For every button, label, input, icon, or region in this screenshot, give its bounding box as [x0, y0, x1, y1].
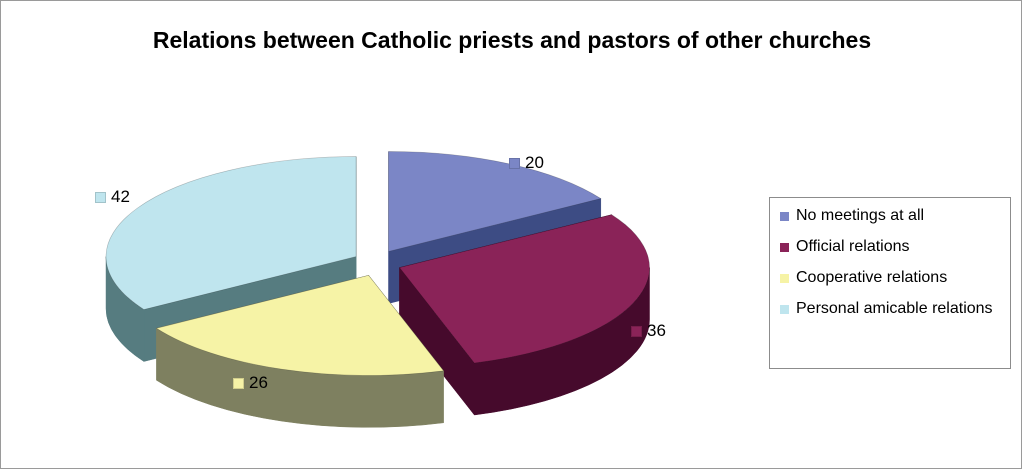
data-label-swatch — [631, 325, 642, 337]
legend-label-cooperative: Cooperative relations — [796, 269, 948, 286]
data-label-cooperative: 26 — [233, 373, 268, 393]
pie-slice-top-official — [398, 214, 650, 364]
pie-slice-official — [398, 214, 650, 416]
legend-item-official: Official relations — [780, 237, 1004, 257]
data-label-value: 26 — [249, 373, 268, 392]
chart-title: Relations between Catholic priests and p… — [152, 27, 872, 53]
legend-swatch-no-meetings — [780, 212, 789, 221]
data-label-no-meetings: 20 — [509, 153, 544, 173]
legend-item-cooperative: Cooperative relations — [780, 268, 1004, 288]
legend-label-no-meetings: No meetings at all — [796, 207, 925, 224]
data-label-swatch — [95, 191, 106, 203]
legend-swatch-cooperative — [780, 274, 789, 283]
legend: No meetings at all Official relations Co… — [769, 197, 1011, 369]
data-label-personal: 42 — [95, 187, 130, 207]
pie-slice-cooperative — [155, 274, 445, 428]
data-label-value: 20 — [525, 153, 544, 172]
legend-item-no-meetings: No meetings at all — [780, 206, 1004, 226]
pie-slice-top-cooperative — [155, 275, 445, 376]
legend-label-personal: Personal amicable relations — [796, 300, 993, 317]
data-label-value: 36 — [647, 321, 666, 340]
data-label-swatch — [509, 157, 520, 169]
data-label-value: 42 — [111, 187, 130, 206]
data-label-swatch — [233, 377, 244, 389]
legend-swatch-personal — [780, 305, 789, 314]
legend-swatch-official — [780, 243, 789, 252]
legend-label-official: Official relations — [796, 238, 910, 255]
pie-slice-top-personal — [105, 156, 357, 310]
legend-item-personal: Personal amicable relations — [780, 299, 1004, 319]
data-label-official: 36 — [631, 321, 666, 341]
